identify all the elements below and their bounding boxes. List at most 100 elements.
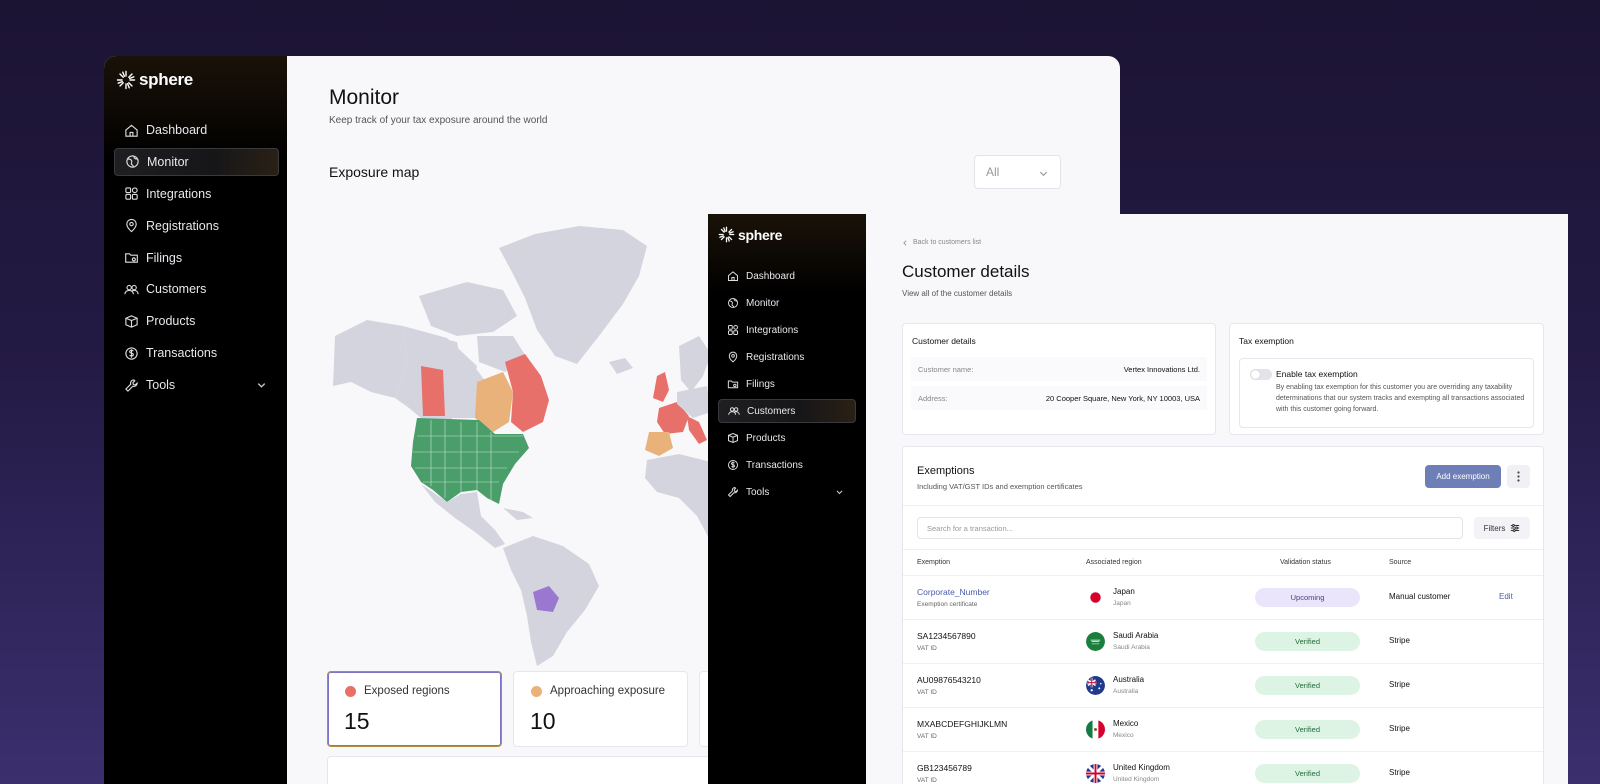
nav-label: Customers xyxy=(747,405,796,417)
nav-label: Products xyxy=(146,314,196,329)
nav-label: Dashboard xyxy=(746,270,795,282)
map-region-uk-ireland[interactable] xyxy=(653,372,669,402)
nav-item-monitor[interactable]: Monitor xyxy=(114,147,279,176)
tax-exemption-toggle[interactable] xyxy=(1250,369,1272,380)
exemption-id: AU09876543210 xyxy=(917,675,981,685)
nav-item-monitor[interactable]: Monitor xyxy=(718,291,856,315)
map-region-bolivia[interactable] xyxy=(533,586,559,612)
exemption-id: GB123456789 xyxy=(917,763,972,773)
region-name: United Kingdom xyxy=(1113,763,1170,772)
nav-item-tools[interactable]: Tools xyxy=(718,480,856,504)
source: Stripe xyxy=(1389,636,1410,645)
sphere-logo[interactable]: sphere xyxy=(718,226,782,243)
nav-item-integrations[interactable]: Integrations xyxy=(114,180,279,208)
uk-flag-icon xyxy=(1086,764,1105,783)
exemption-id: SA1234567890 xyxy=(917,631,976,641)
filters-button[interactable]: Filters xyxy=(1474,517,1530,539)
region-subname: Australia xyxy=(1113,688,1139,695)
sphere-logo[interactable]: sphere xyxy=(116,70,193,90)
column-header-exemption[interactable]: Exemption xyxy=(917,559,951,566)
map-region-france[interactable] xyxy=(657,402,689,434)
column-header-region[interactable]: Associated region xyxy=(1086,559,1142,566)
nav-item-dashboard[interactable]: Dashboard xyxy=(114,116,279,144)
australia-flag-icon xyxy=(1086,676,1105,695)
exposed-dot-icon xyxy=(345,685,356,697)
edit-link[interactable]: Edit xyxy=(1499,592,1513,601)
nav-label: Tools xyxy=(146,378,176,393)
column-header-source[interactable]: Source xyxy=(1389,559,1412,566)
map-region-caribbean[interactable] xyxy=(503,508,533,520)
nav-item-registrations[interactable]: Registrations xyxy=(114,212,279,240)
stat-exposed-regions[interactable]: Exposed regions 15 xyxy=(327,671,502,747)
map-region-alaska[interactable] xyxy=(333,320,407,398)
nav-item-customers[interactable]: Customers xyxy=(718,399,856,423)
region-subname: Saudi Arabia xyxy=(1113,644,1150,651)
bottom-card xyxy=(327,756,727,784)
map-region-scandinavia[interactable] xyxy=(679,336,711,392)
map-region-spain[interactable] xyxy=(645,432,673,456)
stat-label: Exposed regions xyxy=(345,685,450,697)
nav-label: Registrations xyxy=(146,218,219,233)
region-filter-select[interactable]: All xyxy=(974,155,1061,189)
sphere-logo-icon xyxy=(718,226,735,243)
nav-item-customers[interactable]: Customers xyxy=(114,275,279,303)
map-region-iceland[interactable] xyxy=(609,358,633,374)
add-exemption-button[interactable]: Add exemption xyxy=(1425,465,1501,488)
status-badge: Verified xyxy=(1255,720,1360,739)
japan-flag-icon xyxy=(1086,588,1105,607)
map-region-africa[interactable] xyxy=(645,454,725,542)
nav-item-transactions[interactable]: Transactions xyxy=(718,453,856,477)
nav-item-tools[interactable]: Tools xyxy=(114,371,279,399)
users-icon xyxy=(124,284,139,295)
chevron-down-icon[interactable] xyxy=(256,380,267,391)
table-row[interactable]: AU09876543210 VAT ID Australia Australia… xyxy=(903,663,1543,707)
tax-exemption-toggle-label: Enable tax exemption xyxy=(1276,369,1358,379)
tax-exemption-card: Tax exemption Enable tax exemption By en… xyxy=(1229,323,1544,435)
map-region-greenland[interactable] xyxy=(499,226,647,364)
users-icon xyxy=(728,407,740,415)
divider xyxy=(903,505,1543,506)
nav-label: Integrations xyxy=(746,324,799,336)
customer-details-window: sphere Dashboard Monitor Integrations R xyxy=(708,214,1568,784)
nav-label: Tools xyxy=(746,486,770,498)
table-row[interactable]: SA1234567890 VAT ID Saudi Arabia Saudi A… xyxy=(903,619,1543,663)
stat-value: 15 xyxy=(344,708,370,734)
chevron-down-icon[interactable] xyxy=(835,488,844,497)
region-name: Japan xyxy=(1113,587,1135,596)
column-header-validation-status[interactable]: Validation status xyxy=(1280,559,1331,566)
stat-label-text: Approaching exposure xyxy=(550,685,666,697)
exposure-world-map[interactable] xyxy=(327,186,727,666)
nav-item-integrations[interactable]: Integrations xyxy=(718,318,856,342)
table-row[interactable]: MXABCDEFGHIJKLMN VAT ID Mexico Mexico Ve… xyxy=(903,707,1543,751)
map-region-canada-exposed-east[interactable] xyxy=(505,354,549,432)
region-name: Australia xyxy=(1113,675,1145,684)
nav-item-products[interactable]: Products xyxy=(114,307,279,335)
map-region-italy[interactable] xyxy=(687,416,707,444)
map-region-usa[interactable] xyxy=(411,418,529,504)
location-pin-icon xyxy=(728,351,738,363)
stat-approaching-exposure[interactable]: Approaching exposure 10 xyxy=(513,671,688,747)
map-region-central-europe[interactable] xyxy=(677,386,711,418)
nav-label: Filings xyxy=(146,250,183,265)
status-badge: Upcoming xyxy=(1255,588,1360,607)
nav-item-registrations[interactable]: Registrations xyxy=(718,345,856,369)
source: Manual customer xyxy=(1389,592,1451,601)
customer-name-value: Vertex Innovations Ltd. xyxy=(1123,364,1200,374)
back-to-customers-link[interactable]: Back to customers list xyxy=(902,239,981,246)
exemption-id-link[interactable]: Corporate_Number xyxy=(917,587,990,597)
map-region-canada-exposed-west[interactable] xyxy=(421,366,445,416)
nav-item-transactions[interactable]: Transactions xyxy=(114,339,279,367)
nav-item-filings[interactable]: Filings xyxy=(718,372,856,396)
table-row[interactable]: Corporate_Number Exemption certificate J… xyxy=(903,575,1543,619)
map-region-canada-approaching[interactable] xyxy=(475,372,513,432)
tax-exemption-description: By enabling tax exemption for this custo… xyxy=(1276,384,1525,413)
nav-item-filings[interactable]: Filings xyxy=(114,244,279,272)
nav-item-products[interactable]: Products xyxy=(718,426,856,450)
address-value: 20 Cooper Square, New York, NY 10003, US… xyxy=(1045,393,1200,403)
exemption-type: Exemption certificate xyxy=(917,601,978,608)
table-row[interactable]: GB123456789 VAT ID United Kingdom United… xyxy=(903,751,1543,784)
search-input[interactable]: Search for a transaction... xyxy=(917,517,1463,539)
nav-item-dashboard[interactable]: Dashboard xyxy=(718,264,856,288)
more-options-button[interactable] xyxy=(1507,465,1530,488)
map-region-mexico[interactable] xyxy=(421,484,505,548)
